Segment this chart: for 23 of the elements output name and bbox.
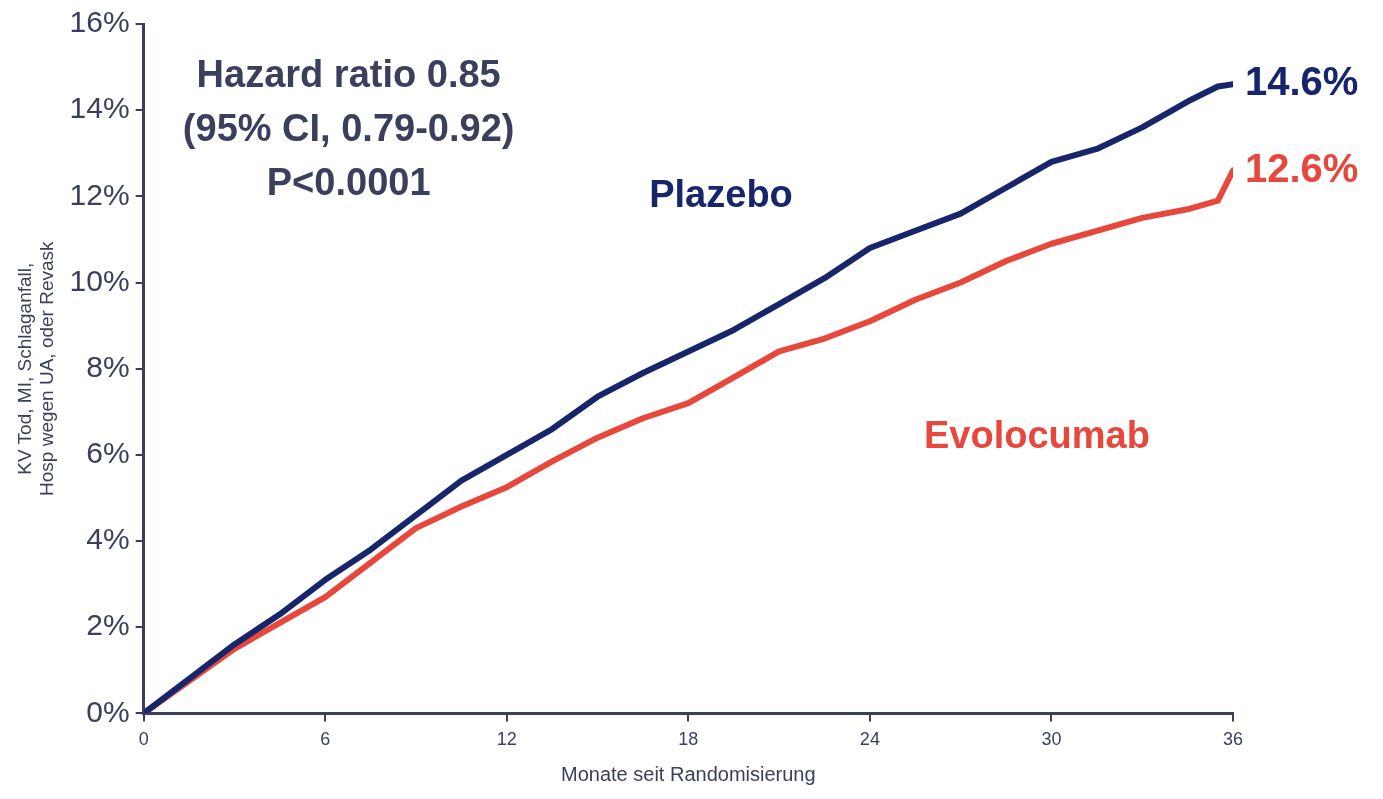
y-tick-label: 4% bbox=[86, 522, 130, 556]
x-axis-title: Monate seit Randomisierung bbox=[561, 762, 816, 785]
y-tick-label: 8% bbox=[86, 349, 130, 383]
data-label: 14.6% bbox=[1245, 59, 1359, 104]
y-axis-title: KV Tod, MI, Schlaganfall, Hosp wegen UA, oder Revask bbox=[13, 240, 58, 496]
series-label: Plazebo bbox=[649, 172, 793, 215]
data-label: 12.6% bbox=[1245, 145, 1359, 190]
y-tick-label: 2% bbox=[86, 608, 130, 642]
y-tick-label: 6% bbox=[86, 436, 130, 470]
x-tick-label: 24 bbox=[859, 729, 880, 750]
y-tick-label: 12% bbox=[69, 177, 130, 211]
y-tick-label: 16% bbox=[69, 5, 130, 39]
y-tick-label: 0% bbox=[86, 694, 130, 728]
x-tick-label: 30 bbox=[1041, 729, 1062, 750]
y-tick-label: 10% bbox=[69, 263, 130, 297]
annotation: Hazard ratio 0.85 (95% CI, 0.79-0.92) P<0.0001 bbox=[182, 53, 515, 204]
x-tick-label: 12 bbox=[496, 729, 517, 750]
x-tick-label: 6 bbox=[320, 729, 331, 750]
x-tick-label: 0 bbox=[138, 729, 149, 750]
text: Evolocumab bbox=[923, 414, 1150, 457]
y-tick-label: 14% bbox=[69, 91, 130, 125]
x-tick-label: 36 bbox=[1222, 729, 1244, 750]
x-tick-label: 18 bbox=[678, 729, 699, 750]
